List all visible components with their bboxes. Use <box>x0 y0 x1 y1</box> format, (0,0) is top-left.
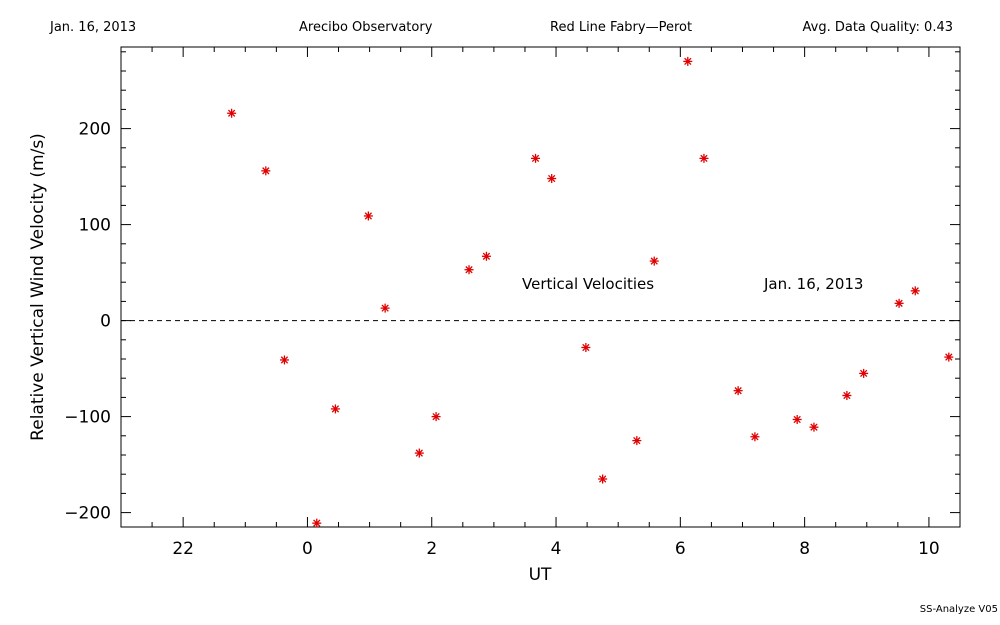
data-point <box>547 174 557 184</box>
data-point <box>431 412 441 422</box>
data-point <box>414 448 424 458</box>
data-point <box>330 404 340 414</box>
data-point <box>279 355 289 365</box>
data-point <box>910 286 920 296</box>
data-point <box>261 166 271 176</box>
data-point <box>733 386 743 396</box>
data-point <box>944 352 954 362</box>
x-tick-label: 4 <box>551 539 562 559</box>
software-version-label: SS-Analyze V05 <box>920 604 998 615</box>
header-date: Jan. 16, 2013 <box>49 20 136 35</box>
x-tick-label: 6 <box>675 539 686 559</box>
y-tick-label: 0 <box>100 312 111 332</box>
x-axis-title: UT <box>529 565 552 585</box>
y-tick-label: −200 <box>64 504 111 524</box>
y-tick-label: 200 <box>79 120 111 140</box>
data-point <box>842 390 852 400</box>
data-point <box>598 474 608 484</box>
y-tick-label: −100 <box>64 408 111 428</box>
x-tick-label: 22 <box>172 539 194 559</box>
x-tick-label: 10 <box>918 539 940 559</box>
axis-tick-labels: 22 0 2 4 6 8 10 −200 −100 0 100 200 <box>64 120 939 559</box>
header: Jan. 16, 2013 Arecibo Observatory Red Li… <box>49 20 953 35</box>
x-tick-label: 0 <box>302 539 313 559</box>
data-point <box>380 303 390 313</box>
plot-frame <box>120 46 961 528</box>
axis-ticks <box>120 47 961 527</box>
data-point <box>894 298 904 308</box>
data-point <box>363 211 373 221</box>
data-point <box>649 256 659 266</box>
header-observatory: Arecibo Observatory <box>299 20 433 35</box>
data-point <box>699 153 709 163</box>
header-data-quality: Avg. Data Quality: 0.43 <box>803 20 953 35</box>
data-point <box>464 265 474 275</box>
data-point <box>581 342 591 352</box>
data-point <box>227 108 237 118</box>
data-point <box>481 251 491 261</box>
data-point <box>859 368 869 378</box>
y-axis-title: Relative Vertical Wind Velocity (m/s) <box>28 133 48 441</box>
data-point <box>750 432 760 442</box>
x-tick-label: 8 <box>799 539 810 559</box>
annotation-vertical-velocities: Vertical Velocities <box>522 275 654 293</box>
x-tick-label: 2 <box>426 539 437 559</box>
y-tick-label: 100 <box>79 216 111 236</box>
data-point <box>312 518 322 528</box>
data-points <box>227 56 954 528</box>
data-point <box>792 414 802 424</box>
annotation-date: Jan. 16, 2013 <box>763 275 863 293</box>
data-point <box>632 436 642 446</box>
data-point <box>683 56 693 66</box>
header-instrument: Red Line Fabry—Perot <box>550 20 692 35</box>
data-point <box>531 153 541 163</box>
data-point <box>809 422 819 432</box>
